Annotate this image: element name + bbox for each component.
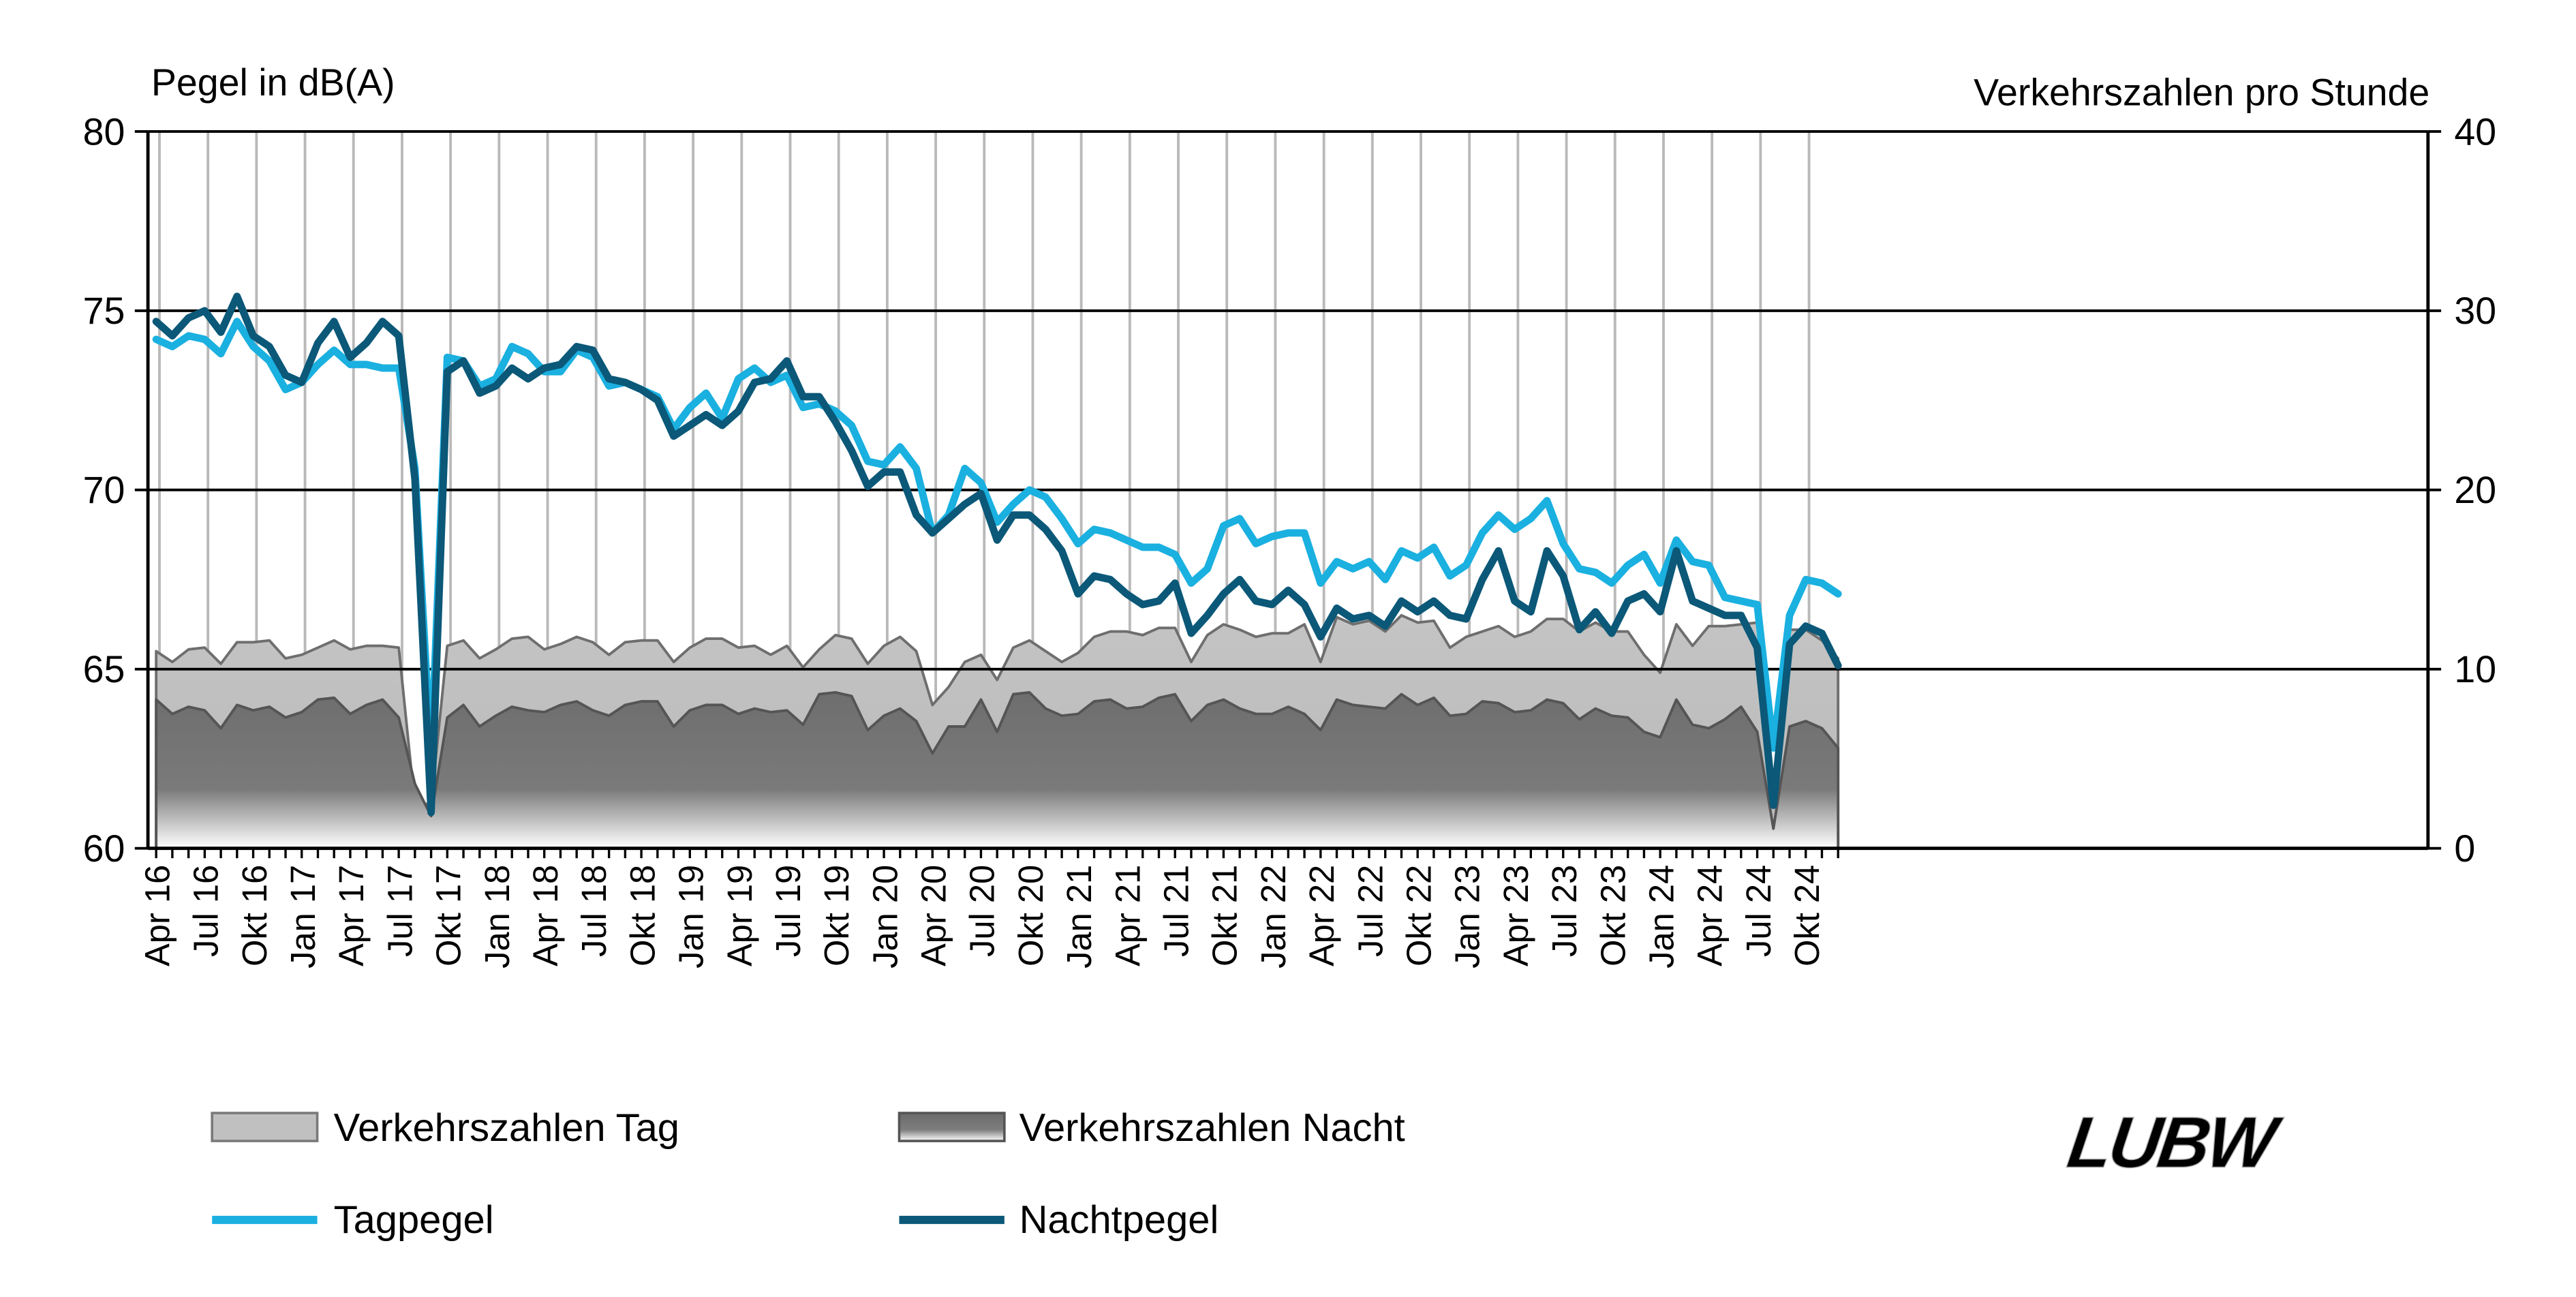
legend-label-night-level: Nachtpegel bbox=[1019, 1198, 1219, 1242]
x-tick-label: Jan 20 bbox=[865, 865, 904, 968]
x-tick-label: Jul 17 bbox=[380, 865, 419, 957]
x-tick-label: Apr 16 bbox=[138, 865, 177, 966]
x-tick-label: Jul 24 bbox=[1739, 865, 1778, 957]
legend-item-night-level: Nachtpegel bbox=[899, 1198, 1218, 1242]
x-tick-label: Jan 22 bbox=[1254, 865, 1293, 968]
x-tick-label: Apr 20 bbox=[915, 865, 953, 966]
x-tick-label: Jan 24 bbox=[1642, 865, 1681, 968]
x-tick-label: Okt 21 bbox=[1206, 865, 1244, 966]
legend-item-traffic-night: Verkehrszahlen Nacht bbox=[898, 1106, 1405, 1150]
legend-label-day-level: Tagpegel bbox=[334, 1198, 494, 1242]
x-tick-label: Jul 20 bbox=[963, 865, 1002, 957]
x-tick-label: Jul 21 bbox=[1157, 865, 1196, 957]
legend-item-day-level: Tagpegel bbox=[212, 1198, 494, 1242]
x-tick-label: Jan 21 bbox=[1060, 865, 1099, 968]
right-tick-label: 10 bbox=[2454, 648, 2496, 690]
left-tick-label: 70 bbox=[83, 469, 125, 511]
legend: Verkehrszahlen Tag Verkehrszahlen Nacht … bbox=[211, 1106, 1405, 1242]
right-tick-label: 40 bbox=[2454, 110, 2496, 153]
right-tick-label: 30 bbox=[2454, 290, 2496, 332]
x-tick-label: Jul 22 bbox=[1351, 865, 1390, 957]
left-axis-ticks: 60 65 70 75 80 bbox=[83, 110, 149, 870]
x-tick-label: Jan 18 bbox=[478, 865, 517, 968]
lubw-logo-text: LUBW bbox=[2063, 1101, 2287, 1182]
left-tick-label: 60 bbox=[83, 827, 125, 870]
x-tick-label: Jan 19 bbox=[672, 865, 711, 968]
left-tick-label: 80 bbox=[83, 110, 125, 153]
level-lines bbox=[152, 292, 1842, 817]
x-tick-label: Apr 18 bbox=[526, 865, 565, 966]
x-tick-label: Okt 20 bbox=[1011, 865, 1050, 966]
left-axis-title: Pegel in dB(A) bbox=[151, 61, 395, 104]
right-axis-title: Verkehrszahlen pro Stunde bbox=[1974, 71, 2429, 113]
x-tick-label: Apr 21 bbox=[1108, 865, 1147, 966]
x-tick-label: Okt 17 bbox=[429, 865, 468, 966]
right-tick-label: 0 bbox=[2454, 827, 2475, 870]
right-axis-ticks: 0 10 20 30 40 bbox=[2427, 110, 2496, 870]
x-tick-label: Jul 23 bbox=[1545, 865, 1584, 957]
left-tick-label: 75 bbox=[83, 290, 125, 332]
traffic-areas bbox=[155, 613, 1840, 849]
x-tick-label: Apr 17 bbox=[332, 865, 371, 966]
x-axis-ticks: Apr 16 Jul 16 Okt 16 Jan 17 Apr 17 Jul 17 Okt … bbox=[138, 848, 1839, 968]
x-tick-label: Jan 17 bbox=[283, 865, 322, 968]
x-tick-label: Apr 23 bbox=[1497, 865, 1535, 966]
x-tick-label: Okt 24 bbox=[1788, 865, 1826, 966]
legend-swatch-traffic-day bbox=[211, 1112, 319, 1142]
x-tick-label: Jul 19 bbox=[769, 865, 808, 957]
x-tick-label: Okt 16 bbox=[235, 865, 274, 966]
x-tick-label: Okt 22 bbox=[1399, 865, 1438, 966]
x-tick-label: Jul 18 bbox=[574, 865, 613, 957]
x-tick-label: Okt 18 bbox=[623, 865, 662, 966]
x-tick-label: Okt 19 bbox=[817, 865, 856, 966]
legend-label-traffic-night: Verkehrszahlen Nacht bbox=[1019, 1106, 1405, 1150]
x-tick-label: Apr 19 bbox=[720, 865, 759, 966]
x-tick-label: Jul 16 bbox=[187, 865, 226, 957]
x-tick-label: Apr 24 bbox=[1691, 865, 1730, 966]
line-night-level bbox=[152, 292, 1842, 817]
left-tick-label: 65 bbox=[83, 648, 125, 690]
legend-swatch-traffic-night bbox=[898, 1112, 1006, 1142]
right-tick-label: 20 bbox=[2454, 469, 2496, 511]
x-tick-label: Jan 23 bbox=[1448, 865, 1487, 968]
x-tick-label: Apr 22 bbox=[1302, 865, 1341, 966]
lubw-logo: LUBW bbox=[2062, 1101, 2287, 1183]
legend-item-traffic-day: Verkehrszahlen Tag bbox=[211, 1106, 679, 1150]
legend-label-traffic-day: Verkehrszahlen Tag bbox=[334, 1106, 679, 1150]
x-tick-label: Okt 23 bbox=[1593, 865, 1632, 966]
horizontal-gridlines bbox=[148, 309, 2428, 671]
